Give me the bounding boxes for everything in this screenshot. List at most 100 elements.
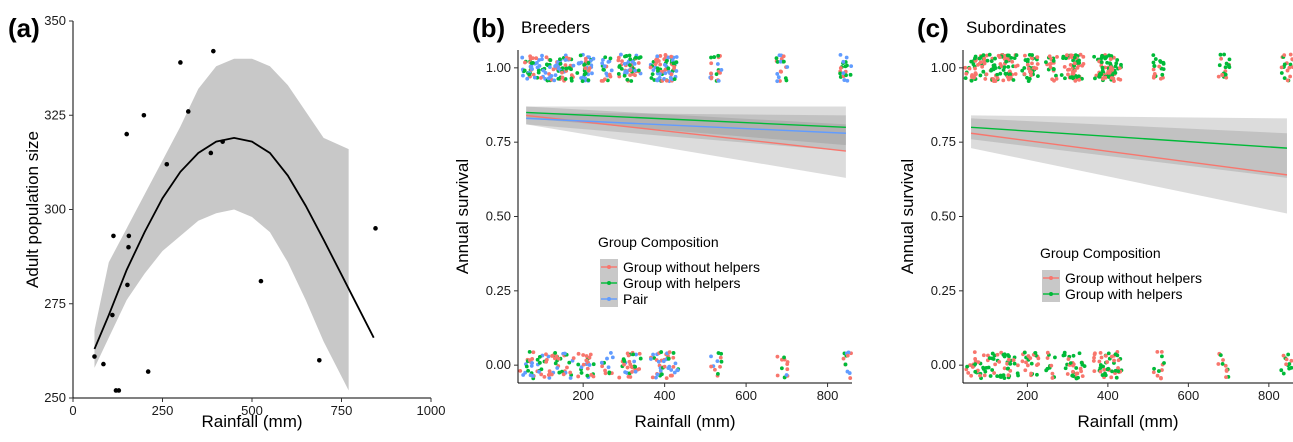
y-tick-label-b: 0.00	[486, 357, 511, 372]
survival-point-b	[558, 57, 562, 62]
survival-point-b	[554, 63, 559, 68]
survival-point-c	[985, 58, 990, 63]
survival-point-b	[624, 54, 629, 58]
survival-point-b	[531, 60, 535, 65]
survival-point-c	[1073, 68, 1077, 73]
survival-point-c	[1092, 355, 1096, 360]
survival-point-b	[576, 351, 581, 356]
survival-point-c	[1012, 361, 1017, 366]
survival-point-b	[591, 56, 596, 61]
survival-point-b	[634, 352, 638, 357]
survival-point-c	[965, 364, 970, 369]
x-axis-title-c: Rainfall (mm)	[1077, 412, 1178, 431]
survival-point-c	[998, 71, 1003, 76]
survival-point-b	[637, 56, 641, 60]
survival-point-c	[993, 79, 998, 84]
data-point-a	[116, 388, 122, 393]
data-point-a	[126, 244, 131, 250]
y-tick-label-c: 1.00	[931, 60, 956, 75]
survival-point-c	[1071, 369, 1075, 374]
survival-point-c	[1099, 60, 1104, 64]
survival-point-b	[631, 352, 636, 357]
survival-point-c	[976, 360, 981, 365]
survival-point-c	[1220, 72, 1225, 77]
survival-point-c	[1112, 79, 1116, 83]
survival-point-c	[1064, 53, 1069, 58]
survival-point-b	[580, 79, 585, 84]
data-point-a	[373, 226, 378, 231]
survival-point-b	[523, 370, 528, 375]
x-tick-label-b: 600	[735, 388, 757, 403]
survival-point-c	[1110, 73, 1115, 77]
survival-point-b	[658, 54, 663, 58]
survival-point-c	[1077, 351, 1082, 356]
survival-point-c	[1071, 58, 1076, 63]
x-tick-label-a: 500	[241, 403, 263, 418]
x-tick-label-b: 200	[572, 388, 594, 403]
survival-point-c	[1151, 67, 1156, 72]
survival-point-b	[583, 71, 588, 76]
survival-point-b	[651, 68, 656, 73]
survival-point-c	[1025, 363, 1030, 368]
survival-point-c	[1288, 74, 1293, 79]
survival-point-c	[1005, 366, 1010, 371]
survival-point-c	[1081, 54, 1086, 59]
survival-point-b	[528, 54, 533, 59]
legend-label-c: Group with helpers	[1065, 286, 1183, 302]
survival-point-b	[718, 355, 723, 360]
survival-point-c	[1008, 75, 1012, 80]
survival-point-c	[1020, 359, 1025, 364]
survival-point-c	[1020, 68, 1025, 73]
survival-point-c	[992, 353, 997, 358]
survival-point-b	[552, 78, 557, 83]
survival-point-b	[599, 78, 604, 83]
survival-point-c	[1218, 52, 1223, 57]
survival-point-b	[674, 60, 679, 65]
survival-point-b	[532, 75, 537, 80]
survival-point-c	[1110, 369, 1114, 374]
data-point-a	[145, 369, 151, 374]
legend-key-point-c	[1049, 276, 1053, 280]
survival-point-b	[541, 68, 546, 73]
survival-point-c	[1223, 363, 1228, 368]
survival-point-b	[588, 352, 593, 357]
survival-point-b	[636, 68, 641, 73]
fit-line-c	[971, 126, 1288, 149]
survival-point-c	[1097, 359, 1102, 364]
survival-point-b	[527, 72, 532, 77]
survival-point-b	[518, 368, 523, 373]
survival-point-c	[1075, 75, 1079, 79]
survival-point-c	[1026, 66, 1031, 71]
survival-point-c	[1151, 370, 1156, 375]
survival-point-c	[1079, 360, 1084, 365]
survival-point-c	[1119, 62, 1123, 67]
survival-point-b	[838, 66, 843, 70]
data-point-a	[92, 354, 97, 359]
survival-point-b	[569, 76, 574, 81]
survival-point-c	[1115, 58, 1120, 62]
survival-point-c	[986, 365, 991, 370]
survival-point-b	[536, 70, 541, 75]
survival-point-c	[1045, 356, 1050, 360]
survival-point-b	[568, 370, 573, 375]
survival-point-b	[674, 55, 679, 59]
survival-point-b	[584, 354, 589, 358]
survival-point-b	[535, 357, 540, 362]
survival-point-b	[625, 365, 630, 370]
survival-point-b	[547, 65, 552, 70]
survival-point-b	[625, 77, 630, 82]
survival-point-c	[995, 76, 1000, 80]
survival-point-c	[1035, 372, 1039, 377]
survival-point-b	[657, 72, 662, 76]
survival-point-c	[982, 61, 987, 66]
survival-point-c	[973, 66, 977, 71]
survival-point-b	[778, 79, 782, 83]
survival-point-c	[1002, 366, 1007, 371]
survival-point-c	[1033, 351, 1038, 355]
survival-point-b	[622, 62, 627, 66]
survival-point-b	[718, 364, 722, 369]
survival-point-c	[1282, 76, 1287, 81]
survival-point-c	[1155, 349, 1160, 354]
fit-line-b	[526, 111, 846, 129]
